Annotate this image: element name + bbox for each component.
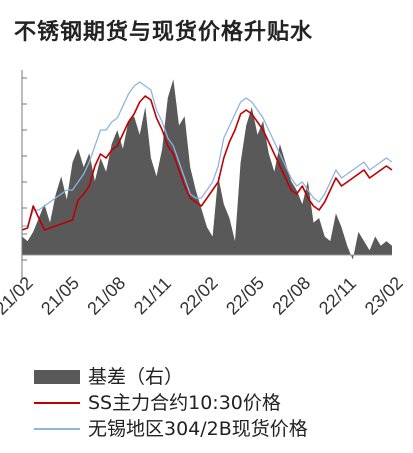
plot-area (21, 79, 393, 260)
x-tick-label: 21/05 (37, 273, 83, 319)
x-tick-label: 22/05 (222, 273, 268, 319)
x-tick-label: 22/11 (315, 273, 360, 318)
legend-label-futures: SS主力合约10:30价格 (88, 392, 281, 414)
legend-label-basis: 基差（右） (88, 366, 184, 388)
legend-label-spot: 无锡地区304/2B现货价格 (88, 418, 308, 440)
x-tick-label: 21/02 (0, 273, 37, 319)
x-tick-label: 22/08 (268, 273, 314, 319)
series-basis-area (22, 79, 392, 260)
series-futures-line (21, 95, 393, 231)
legend-swatch-futures (34, 402, 80, 404)
x-tick-label: 21/08 (83, 273, 129, 319)
legend-swatch-area (34, 370, 80, 384)
legend-swatch-spot (34, 428, 80, 430)
x-tick-label: 22/02 (176, 273, 222, 319)
chart-canvas: 21/02 21/05 21/08 21/11 22/02 22/05 22/08 22/11… (0, 70, 407, 319)
x-tick-label: 23/02 (361, 273, 407, 319)
series-spot-line (22, 81, 393, 227)
x-tick-label: 21/11 (130, 273, 175, 318)
chart-title: 不锈钢期货与现货价格升贴水 (14, 20, 314, 45)
